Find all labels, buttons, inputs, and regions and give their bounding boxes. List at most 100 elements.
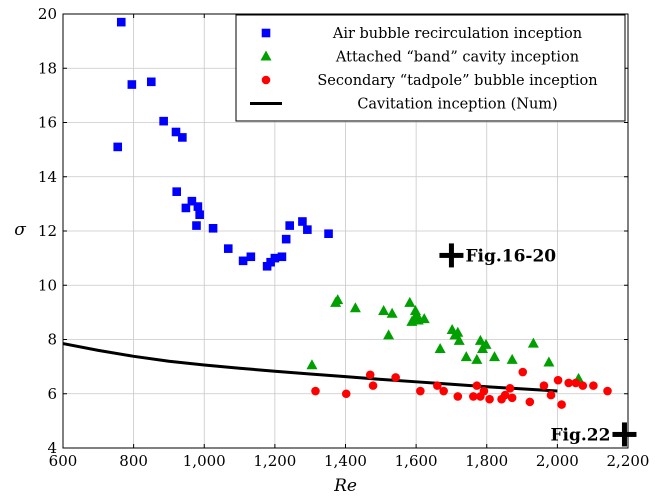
legend-label: Secondary “tadpole” bubble inception	[317, 73, 597, 89]
plus-bar-v	[621, 422, 627, 447]
legend-entry: Attached “band” cavity inception	[260, 50, 579, 66]
x-tick-label: 1,400	[324, 452, 367, 470]
data-point-square	[192, 221, 201, 230]
data-point-circle	[553, 375, 563, 385]
legend-entry: Cavitation inception (Num)	[250, 97, 558, 113]
legend-marker-triangle	[260, 50, 272, 61]
data-point-triangle	[434, 342, 446, 353]
legend: Air bubble recirculation inception Attac…	[235, 14, 626, 122]
legend-label: Attached “band” cavity inception	[335, 50, 579, 66]
data-point-circle	[578, 381, 588, 390]
data-point-circle	[469, 392, 478, 401]
data-point-circle	[479, 386, 489, 396]
data-point-triangle	[489, 351, 501, 362]
data-point-square	[127, 80, 137, 89]
data-point-triangle	[474, 334, 486, 345]
data-point-square	[223, 244, 233, 253]
data-point-square	[187, 196, 197, 206]
data-point-square	[246, 252, 256, 262]
y-tick-label: 4	[47, 439, 57, 457]
legend-swatch	[261, 75, 271, 85]
legend-box	[235, 14, 626, 122]
data-point-circle	[518, 367, 528, 377]
data-point-circle	[557, 400, 566, 409]
data-point-square	[195, 210, 204, 220]
data-point-square	[324, 229, 333, 239]
data-point-circle	[439, 386, 448, 396]
data-point-square	[208, 223, 218, 233]
data-point-triangle	[460, 351, 472, 362]
y-axis-title: σ	[14, 220, 26, 240]
data-point-triangle	[383, 329, 395, 340]
data-point-triangle	[418, 313, 430, 324]
x-tick-label: 1,200	[253, 452, 296, 470]
data-point-circle	[505, 384, 515, 393]
legend-entry: Air bubble recirculation inception	[261, 26, 582, 42]
y-tick-label: 12	[38, 222, 57, 240]
data-point-square	[116, 17, 126, 27]
legend-swatch	[260, 50, 272, 61]
data-point-circle	[571, 378, 581, 388]
data-point-circle	[365, 370, 375, 380]
x-tick-label: 1,000	[183, 452, 226, 470]
y-tick-label: 16	[38, 114, 57, 132]
data-point-square	[303, 225, 312, 234]
data-point-square	[146, 77, 156, 87]
data-point-circle	[546, 390, 556, 400]
data-point-triangle	[480, 338, 492, 349]
annotation-fig22: Fig.22	[550, 422, 637, 447]
data-point-triangle	[386, 307, 398, 318]
data-point-circle	[603, 386, 612, 396]
x-tick-label: 1,600	[395, 452, 438, 470]
data-point-circle	[500, 390, 510, 400]
data-point-triangle	[527, 337, 539, 348]
data-point-triangle	[306, 359, 318, 370]
legend-entry: Secondary “tadpole” bubble inception	[261, 73, 598, 89]
y-tick-label: 8	[47, 331, 57, 349]
data-point-circle	[472, 381, 482, 390]
data-point-circle	[539, 381, 549, 390]
plus-marker-icon	[612, 422, 637, 447]
data-point-square	[298, 217, 307, 226]
x-tick-label: 2,000	[536, 452, 579, 470]
x-tick-label: 600	[49, 452, 78, 470]
x-tick-label: 1,800	[465, 452, 508, 470]
y-tick-label: 14	[38, 168, 57, 186]
data-point-triangle	[506, 353, 518, 364]
data-point-circle	[453, 392, 463, 401]
data-point-circle	[368, 381, 378, 390]
tick-labels: 600 800 1,000 1,200 1,400 1,600 1,800 2,000 2,20…	[38, 5, 650, 470]
legend-label: Cavitation inception (Num)	[357, 97, 557, 113]
x-tick-label: 800	[119, 452, 148, 470]
data-point-square	[172, 187, 182, 196]
points-layer	[113, 17, 612, 409]
data-point-circle	[341, 389, 351, 399]
data-point-square	[193, 202, 203, 211]
y-tick-label: 18	[38, 59, 57, 77]
plus-marker-icon	[439, 243, 464, 268]
data-point-circle	[391, 373, 400, 382]
data-point-triangle	[471, 353, 483, 364]
data-point-circle	[485, 394, 494, 404]
data-point-square	[238, 256, 248, 266]
data-point-square	[113, 142, 123, 152]
axis-ticks	[62, 13, 629, 449]
data-point-square	[181, 203, 191, 213]
data-point-circle	[564, 378, 573, 388]
data-point-square	[285, 221, 295, 230]
y-tick-label: 6	[47, 385, 57, 403]
data-point-triangle	[453, 334, 465, 345]
data-point-circle	[589, 381, 598, 390]
data-point-square	[171, 127, 181, 137]
data-point-square	[270, 253, 280, 263]
annotation-label: Fig.16-20	[465, 246, 556, 266]
data-point-circle	[433, 381, 442, 390]
data-point-square	[277, 252, 287, 262]
data-point-triangle	[411, 309, 423, 320]
data-point-triangle	[404, 296, 416, 307]
data-point-circle	[507, 393, 517, 403]
data-point-circle	[525, 397, 535, 407]
data-point-square	[281, 234, 291, 244]
data-point-triangle	[332, 294, 344, 305]
